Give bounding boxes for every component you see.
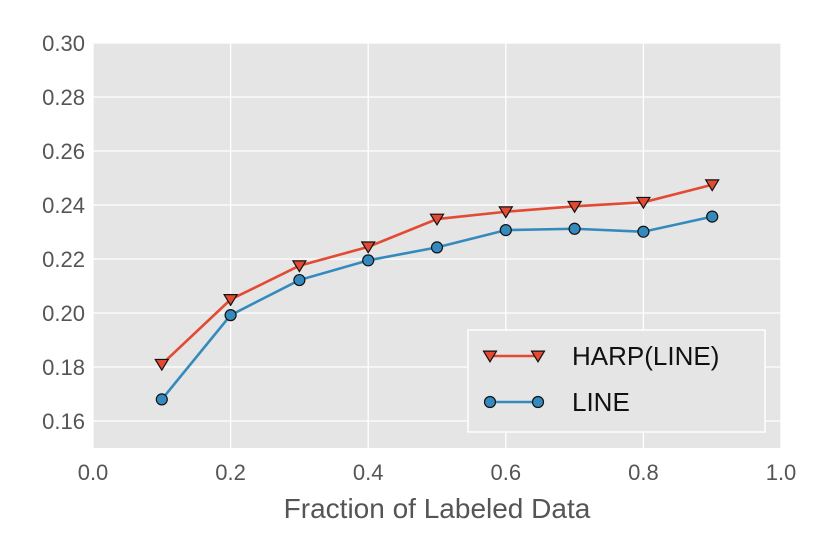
series-harp-line- — [154, 179, 720, 372]
x-axis-label: Fraction of Labeled Data — [284, 493, 591, 524]
x-tick-label: 0.8 — [628, 460, 659, 485]
y-tick-labels: 0.16 0.18 0.20 0.22 0.24 0.26 0.28 0.30 — [42, 31, 85, 434]
y-tick-label: 0.26 — [42, 139, 85, 164]
data-point — [360, 241, 376, 254]
y-tick-label: 0.30 — [42, 31, 85, 56]
legend-marker — [482, 350, 498, 364]
y-tick-label: 0.18 — [42, 355, 85, 380]
data-point — [224, 309, 237, 322]
data-point — [499, 224, 512, 237]
legend-box — [467, 329, 766, 433]
legend-entry: LINE — [483, 387, 630, 417]
y-tick-label: 0.20 — [42, 301, 85, 326]
data-point — [293, 273, 306, 287]
data-point — [706, 210, 719, 223]
x-tick-label: 1.0 — [766, 460, 797, 485]
x-tick-label: 0.6 — [491, 460, 522, 485]
legend: HARP(LINE) LINE — [467, 329, 766, 433]
x-tick-label: 0.4 — [353, 460, 384, 485]
data-point — [430, 241, 444, 254]
data-point — [567, 200, 583, 214]
x-tick-labels: 0.0 0.2 0.4 0.6 0.8 1.0 — [78, 460, 797, 485]
data-point — [429, 213, 445, 227]
data-point — [635, 196, 651, 210]
series-line — [155, 210, 719, 406]
x-tick-label: 0.2 — [215, 460, 246, 485]
y-tick-label: 0.28 — [42, 85, 85, 110]
legend-entry: HARP(LINE) — [482, 341, 719, 371]
data-point — [362, 254, 375, 267]
data-point — [637, 225, 650, 238]
x-tick-label: 0.0 — [78, 460, 109, 485]
data-point — [223, 294, 239, 307]
y-tick-label: 0.22 — [42, 247, 85, 272]
legend-marker — [483, 395, 497, 409]
series-layer — [154, 179, 720, 406]
data-point — [291, 260, 307, 273]
legend-marker — [531, 395, 545, 409]
legend-label: HARP(LINE) — [572, 341, 719, 371]
data-point — [498, 206, 514, 219]
legend-marker — [530, 350, 546, 364]
data-point — [568, 222, 581, 235]
legend-label: LINE — [572, 387, 630, 417]
data-point — [154, 358, 170, 372]
data-point — [704, 179, 720, 192]
y-tick-label: 0.16 — [42, 409, 85, 434]
y-tick-label: 0.24 — [42, 193, 85, 218]
data-point — [155, 393, 168, 406]
